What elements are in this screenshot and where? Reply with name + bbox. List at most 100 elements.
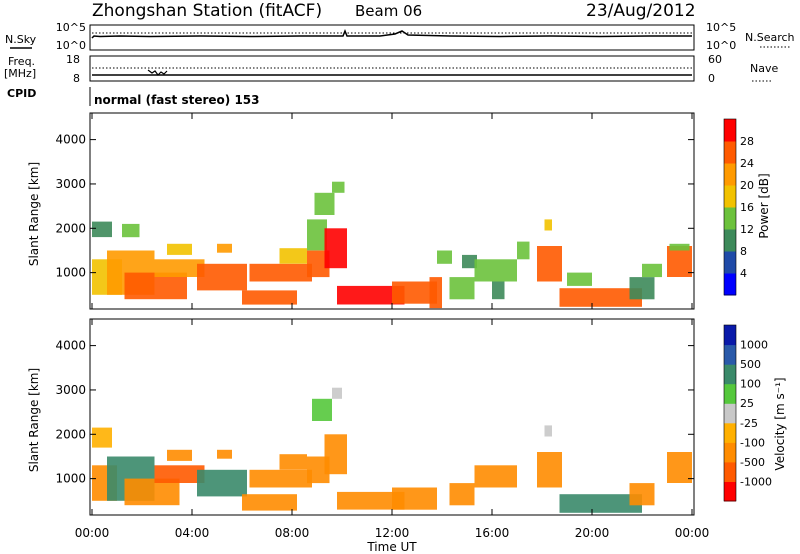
power-colorbar-swatch	[724, 251, 736, 274]
vel-cell	[92, 427, 112, 448]
x-tick-label: 08:00	[275, 526, 310, 540]
power-colorbar-tick-label: 28	[740, 135, 754, 148]
vel-cell	[307, 456, 330, 484]
power-cell	[629, 277, 655, 300]
power-y-label: Slant Range [km]	[27, 162, 41, 266]
vel-cell	[544, 425, 552, 437]
vel-colorbar-tick-label: -1000	[740, 475, 772, 488]
station-title: Zhongshan Station (fitACF)	[92, 1, 322, 21]
x-tick-label: 20:00	[575, 526, 610, 540]
power-cell	[197, 263, 247, 291]
power-colorbar-label: Power [dB]	[757, 173, 771, 238]
power-cell	[307, 219, 327, 251]
nsky-tick-top: 10^5	[56, 21, 86, 34]
cpid-label: CPID	[7, 87, 36, 100]
vel-cell	[242, 494, 297, 511]
vel-colorbar-tick-label: 500	[740, 358, 761, 371]
vel-colorbar-tick-label: 1000	[740, 339, 768, 352]
power-colorbar-swatch	[724, 273, 736, 296]
freq-panel-frame	[89, 55, 695, 82]
freq-tick-top: 18	[66, 53, 80, 66]
power-cell	[279, 248, 307, 264]
power-cell	[492, 281, 505, 300]
power-colorbar-tick-label: 8	[740, 245, 747, 258]
power-cell	[537, 246, 562, 282]
power-y-tick-label: 1000	[55, 266, 86, 280]
power-cell	[462, 254, 477, 269]
vel-cell	[197, 469, 247, 497]
power-cell	[544, 219, 552, 231]
vel-cell	[559, 494, 642, 513]
velocity-panel-frame	[89, 318, 695, 516]
power-cell	[642, 263, 662, 278]
vel-y-tick-label: 3000	[55, 383, 86, 397]
vel-cell	[279, 454, 307, 470]
power-colorbar-tick-label: 12	[740, 223, 754, 236]
velocity-heatmap-cells	[92, 387, 692, 513]
x-tick-label: 00:00	[675, 526, 710, 540]
power-y-tick-label: 4000	[55, 133, 86, 147]
power-cell	[667, 246, 692, 277]
beam-label: Beam 06	[355, 2, 422, 20]
power-cell	[437, 250, 452, 264]
vel-cell	[312, 398, 332, 421]
vel-colorbar-swatch	[724, 481, 736, 502]
vel-cell	[474, 465, 517, 488]
vel-colorbar-swatch	[724, 422, 736, 443]
vel-cell	[667, 452, 692, 483]
power-cell	[392, 281, 437, 304]
power-cell	[217, 243, 232, 253]
vel-cell	[332, 387, 342, 399]
vel-cell	[167, 449, 192, 461]
power-cell	[122, 223, 140, 238]
power-cell	[567, 272, 592, 286]
velocity-colorbar: -1000 -500 -100 -25 25 100 500 1000	[723, 324, 772, 502]
vel-cell	[629, 483, 655, 506]
nsearch-tick-top: 10^5	[706, 21, 736, 34]
power-cell	[669, 243, 690, 251]
vel-cell	[337, 491, 405, 510]
nsky-tick-bottom: 10^0	[56, 39, 86, 52]
freq-label-line2: [MHz]	[4, 67, 36, 80]
power-cell	[92, 221, 112, 238]
power-cell	[324, 228, 347, 269]
vel-cell	[537, 452, 562, 488]
power-cell	[474, 259, 517, 282]
power-cell	[559, 288, 642, 307]
power-colorbar-tick-label: 20	[740, 179, 754, 192]
power-cell	[517, 241, 530, 260]
cpid-text: normal (fast stereo) 153	[94, 93, 260, 107]
power-y-ticks: 1000 2000 3000 4000	[55, 133, 694, 280]
power-colorbar-swatch	[724, 185, 736, 208]
vel-colorbar-swatch	[724, 364, 736, 385]
power-cell	[314, 192, 335, 215]
freq-tick-bottom: 8	[73, 72, 80, 85]
vel-colorbar-swatch	[724, 461, 736, 482]
power-cell	[154, 259, 205, 277]
power-cell	[337, 285, 405, 305]
power-cell	[249, 263, 312, 282]
power-colorbar-tick-label: 4	[740, 267, 747, 280]
vel-colorbar-tick-label: -25	[740, 417, 758, 430]
nave-tick-bottom: 0	[708, 72, 715, 85]
vel-colorbar-tick-label: -500	[740, 456, 765, 469]
vel-cell	[217, 449, 232, 459]
nave-label: Nave	[750, 62, 778, 75]
power-cell	[124, 272, 187, 300]
power-heatmap-cells	[92, 181, 692, 309]
vel-colorbar-swatch	[724, 442, 736, 463]
vel-cell	[124, 478, 180, 506]
vel-y-tick-label: 2000	[55, 427, 86, 441]
power-colorbar-swatch	[724, 141, 736, 164]
power-cell	[429, 277, 442, 309]
power-colorbar: 4 8 12 16 20 24 28	[723, 118, 754, 296]
x-tick-label: 04:00	[175, 526, 210, 540]
power-colorbar-swatch	[724, 229, 736, 252]
nave-tick-top: 60	[708, 53, 722, 66]
vel-cell	[154, 465, 205, 483]
x-tick-label: 12:00	[375, 526, 410, 540]
vel-colorbar-tick-label: -100	[740, 436, 765, 449]
vel-colorbar-swatch	[724, 403, 736, 424]
